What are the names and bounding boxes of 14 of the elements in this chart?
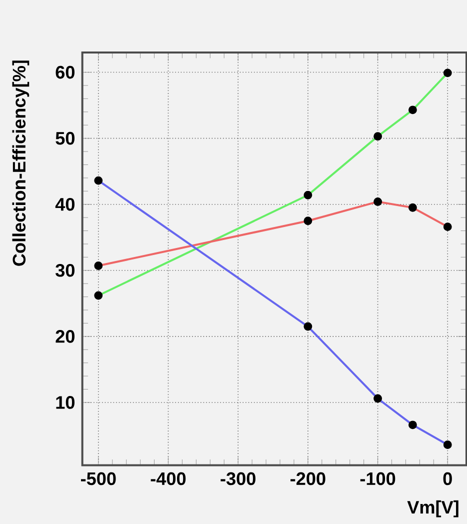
y-tick-label: 60: [56, 66, 74, 79]
y-axis-title: Collection-Efficiency[%]: [12, 60, 29, 266]
x-tick-label: -100: [360, 472, 395, 486]
x-tick-label: -200: [290, 472, 326, 486]
x-tick-label: 0: [443, 472, 452, 486]
y-tick-label: 10: [56, 396, 74, 409]
y-tick-label: 50: [55, 132, 74, 145]
y-tick-label: 20: [56, 330, 74, 343]
x-tick-label: -500: [80, 472, 116, 486]
x-axis-title: Vm[V]: [407, 500, 458, 518]
x-tick-label: -300: [220, 472, 256, 486]
y-tick-label: 40: [55, 198, 74, 211]
y-tick-label: 30: [55, 264, 74, 277]
x-tick-label: -400: [150, 472, 186, 486]
